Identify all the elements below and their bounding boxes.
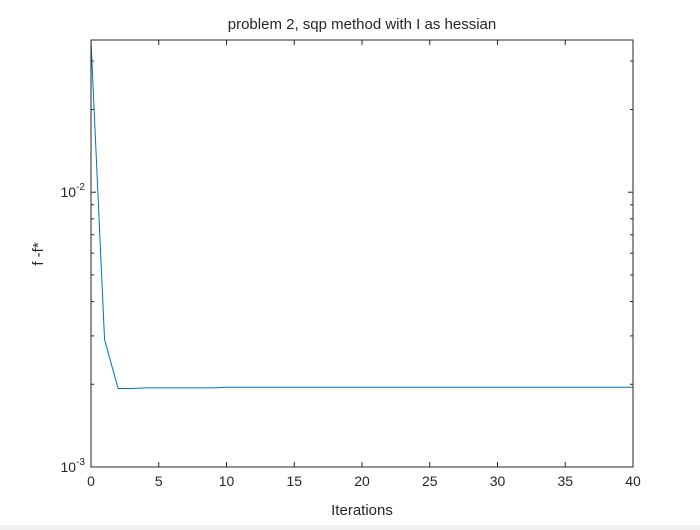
y-axis-label: f -f* [30,242,47,265]
x-tick-label: 5 [155,473,163,489]
x-tick-label: 15 [286,473,302,489]
axes-box [90,39,634,468]
x-tick-label: 40 [625,473,641,489]
series-group [90,40,633,390]
x-tick-label: 30 [490,473,506,489]
series-line-0 [90,40,633,390]
plot-area [91,40,633,467]
x-tick-label: 0 [87,473,95,489]
x-tick-label: 35 [557,473,573,489]
y-tick-label: 10-3 [61,457,86,475]
x-axis-label: Iterations [331,502,393,519]
y-tick-label: 10-2 [61,182,86,200]
x-tick-label: 20 [354,473,370,489]
chart-title: problem 2, sqp method with I as hessian [228,16,496,33]
x-tick-label: 25 [422,473,438,489]
tick-group: 0 5 10 15 20 25 30 35 40 10-3 10-2 [61,40,641,489]
x-tick-label: 10 [219,473,235,489]
